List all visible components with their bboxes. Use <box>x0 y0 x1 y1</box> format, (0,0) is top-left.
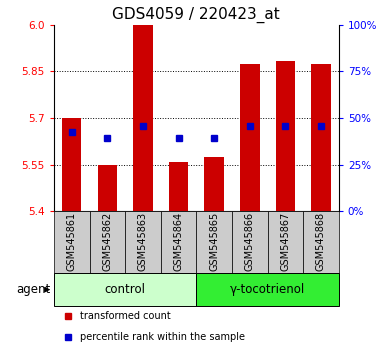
Bar <box>204 157 224 211</box>
Text: γ-tocotrienol: γ-tocotrienol <box>230 283 305 296</box>
Text: GSM545863: GSM545863 <box>138 212 148 272</box>
Bar <box>161 211 196 273</box>
Text: GSM545867: GSM545867 <box>280 212 290 272</box>
Text: transformed count: transformed count <box>80 312 170 321</box>
Bar <box>276 61 295 211</box>
Text: GSM545866: GSM545866 <box>245 212 255 272</box>
Bar <box>268 211 303 273</box>
Text: GSM545865: GSM545865 <box>209 212 219 272</box>
Bar <box>133 25 153 211</box>
Text: agent: agent <box>16 283 50 296</box>
Bar <box>232 211 268 273</box>
Text: percentile rank within the sample: percentile rank within the sample <box>80 332 244 342</box>
Bar <box>97 165 117 211</box>
Bar <box>240 64 259 211</box>
Title: GDS4059 / 220423_at: GDS4059 / 220423_at <box>112 7 280 23</box>
Bar <box>196 273 339 306</box>
Text: GSM545862: GSM545862 <box>102 212 112 272</box>
Bar <box>90 211 125 273</box>
Text: GSM545868: GSM545868 <box>316 212 326 272</box>
Bar <box>169 161 188 211</box>
Text: control: control <box>105 283 146 296</box>
Bar <box>125 211 161 273</box>
Bar <box>54 211 90 273</box>
Bar <box>196 211 232 273</box>
Text: GSM545864: GSM545864 <box>174 212 184 272</box>
Text: GSM545861: GSM545861 <box>67 212 77 272</box>
Bar <box>54 273 196 306</box>
Bar <box>303 211 339 273</box>
Bar <box>62 118 82 211</box>
Bar <box>311 64 331 211</box>
